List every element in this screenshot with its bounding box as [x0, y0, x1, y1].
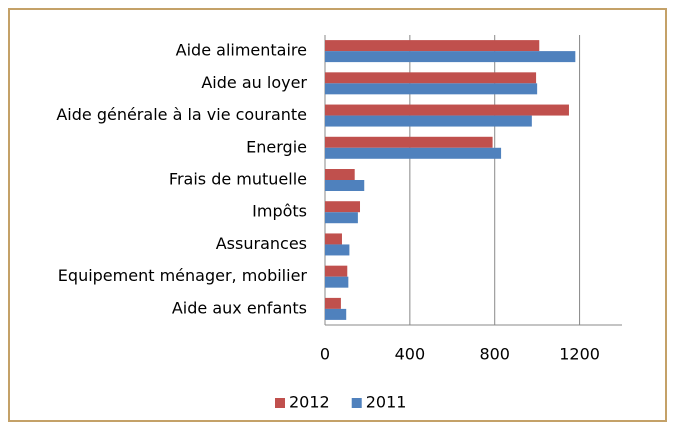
- x-tick-label: 0: [320, 345, 330, 364]
- bar: [325, 51, 576, 63]
- bar: [325, 72, 537, 84]
- bar: [325, 276, 349, 288]
- y-tick-label: Equipement ménager, mobilier: [58, 266, 308, 285]
- x-tick-label: 1200: [559, 345, 600, 364]
- y-tick-label: Impôts: [252, 202, 307, 221]
- legend-label: 2012: [289, 393, 330, 412]
- bar: [325, 308, 347, 320]
- bar: [325, 244, 350, 256]
- bar: [325, 136, 493, 148]
- bar: [325, 115, 532, 127]
- bar: [325, 83, 538, 95]
- bar: [325, 212, 358, 224]
- legend-swatch: [275, 398, 285, 408]
- bar: [325, 297, 341, 309]
- bar: [325, 265, 348, 277]
- y-tick-label: Aide générale à la vie courante: [56, 105, 307, 124]
- legend-label: 2011: [366, 393, 407, 412]
- y-tick-label: Assurances: [216, 234, 307, 253]
- y-tick-label: Aide alimentaire: [176, 41, 307, 60]
- y-tick-label: Frais de mutuelle: [169, 170, 307, 189]
- bar: [325, 147, 502, 159]
- bar: [325, 169, 355, 180]
- bar: [325, 201, 361, 213]
- x-tick-label: 800: [479, 345, 510, 364]
- y-tick-label: Aide au loyer: [201, 73, 307, 92]
- legend-swatch: [351, 398, 362, 408]
- bar: [325, 104, 569, 116]
- y-tick-label: Aide aux enfants: [172, 298, 307, 317]
- bar: [325, 233, 342, 245]
- x-tick-label: 400: [395, 345, 426, 364]
- y-tick-label: Energie: [246, 137, 307, 156]
- bar: [325, 180, 365, 191]
- bar: [325, 40, 540, 52]
